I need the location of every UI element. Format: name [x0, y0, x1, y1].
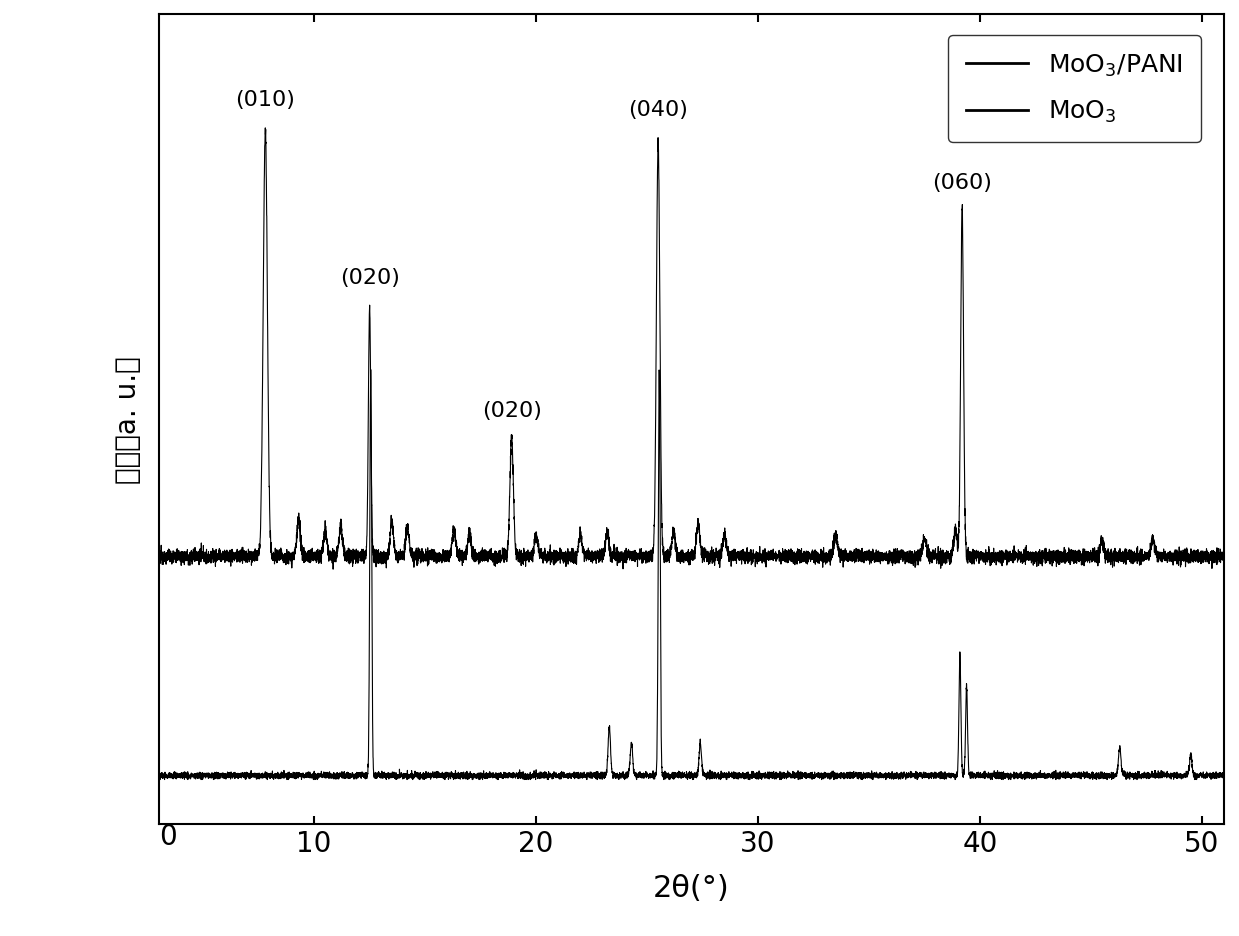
Text: (020): (020)	[339, 268, 399, 287]
Text: (060): (060)	[932, 172, 992, 192]
Text: 0: 0	[159, 823, 176, 850]
X-axis label: 2θ(°): 2θ(°)	[653, 873, 730, 902]
Y-axis label: 强度（a. u.）: 强度（a. u.）	[114, 356, 142, 483]
Text: (020): (020)	[482, 401, 541, 421]
Legend: MoO$_3$/PANI, MoO$_3$: MoO$_3$/PANI, MoO$_3$	[948, 36, 1201, 143]
Text: (040): (040)	[628, 100, 688, 120]
Text: (010): (010)	[235, 91, 295, 110]
